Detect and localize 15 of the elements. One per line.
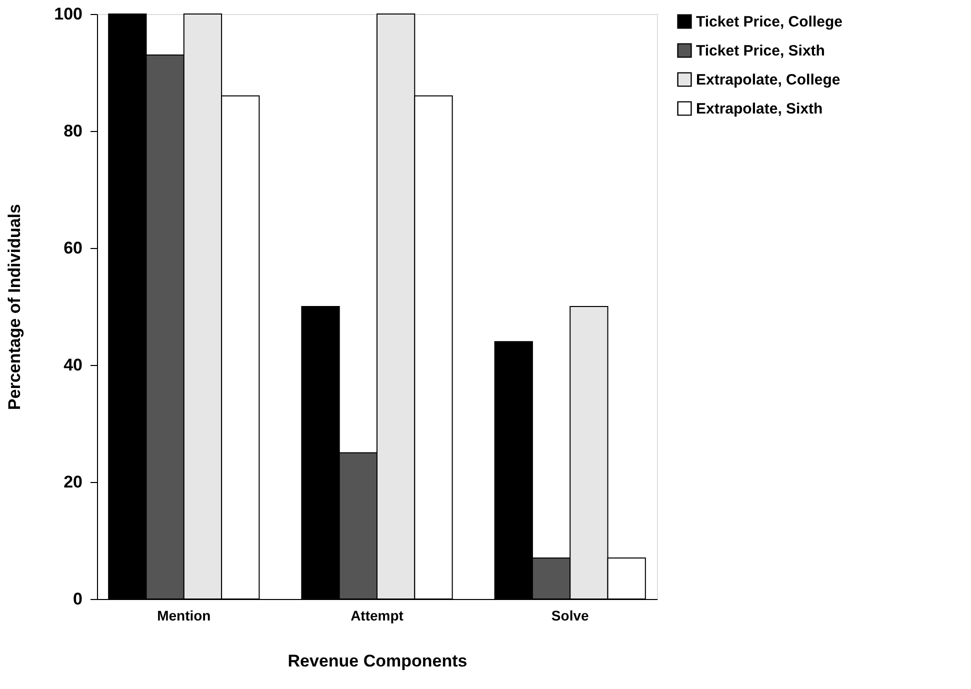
legend-label: Ticket Price, Sixth xyxy=(696,42,825,60)
x-tick-label: Solve xyxy=(551,608,589,624)
y-tick-label: 60 xyxy=(64,238,82,258)
y-axis-title: Percentage of Individuals xyxy=(5,204,24,410)
x-axis-title: Revenue Components xyxy=(288,652,468,670)
x-tick-label: Attempt xyxy=(350,608,404,624)
y-tick-label: 80 xyxy=(64,122,82,140)
legend-label: Extrapolate, Sixth xyxy=(696,100,823,118)
y-tick-label: 40 xyxy=(64,356,82,374)
x-tick-label: Mention xyxy=(157,608,211,624)
legend-label: Extrapolate, College xyxy=(696,72,840,88)
legend-label: Ticket Price, College xyxy=(696,14,842,30)
y-tick-label: 20 xyxy=(64,472,82,492)
y-tick-label: 0 xyxy=(73,590,82,608)
y-tick-label: 100 xyxy=(54,4,82,24)
